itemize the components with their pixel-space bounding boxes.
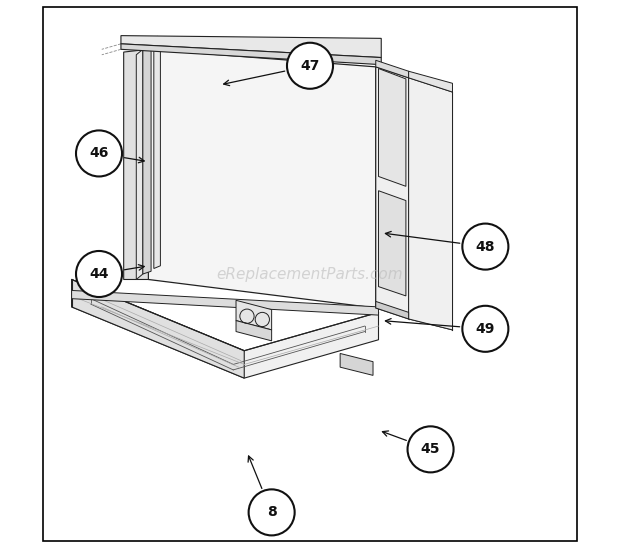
Circle shape (287, 43, 333, 89)
Polygon shape (376, 301, 409, 319)
Text: eReplacementParts.com: eReplacementParts.com (216, 266, 404, 282)
Polygon shape (340, 353, 373, 375)
Text: 46: 46 (89, 146, 108, 161)
Polygon shape (378, 68, 406, 186)
Polygon shape (72, 279, 244, 378)
Circle shape (463, 224, 508, 270)
Polygon shape (143, 47, 151, 274)
Text: 49: 49 (476, 322, 495, 336)
Circle shape (463, 306, 508, 352)
Polygon shape (236, 300, 272, 330)
Polygon shape (121, 36, 381, 58)
Polygon shape (136, 49, 143, 279)
Text: 8: 8 (267, 505, 277, 520)
Circle shape (76, 251, 122, 297)
Polygon shape (409, 71, 453, 92)
Polygon shape (378, 191, 406, 296)
Text: 48: 48 (476, 239, 495, 254)
Polygon shape (148, 49, 376, 308)
Polygon shape (376, 60, 409, 78)
Polygon shape (72, 279, 378, 378)
Polygon shape (376, 67, 409, 319)
Polygon shape (72, 290, 378, 315)
Text: 47: 47 (300, 59, 320, 73)
Polygon shape (121, 44, 381, 65)
Polygon shape (409, 78, 453, 330)
Circle shape (76, 130, 122, 176)
Text: 45: 45 (421, 442, 440, 456)
Text: 44: 44 (89, 267, 108, 281)
Circle shape (249, 489, 294, 535)
Polygon shape (236, 321, 272, 341)
Circle shape (407, 426, 454, 472)
Polygon shape (154, 41, 161, 269)
Polygon shape (123, 49, 148, 279)
